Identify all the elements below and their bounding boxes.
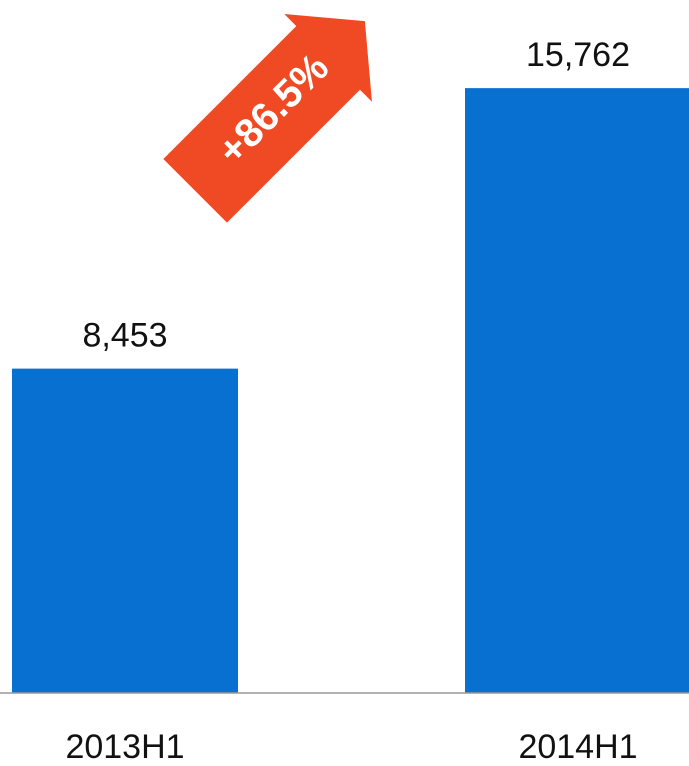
value-label: 15,762 [526,36,630,74]
x-tick-label: 2013H1 [65,728,184,766]
bar [12,368,238,693]
growth-arrow: +86.5% [163,14,372,223]
bar [465,88,689,694]
arrow-shape [163,14,372,223]
x-tick-label: 2014H1 [518,728,637,766]
value-label: 8,453 [82,317,167,355]
